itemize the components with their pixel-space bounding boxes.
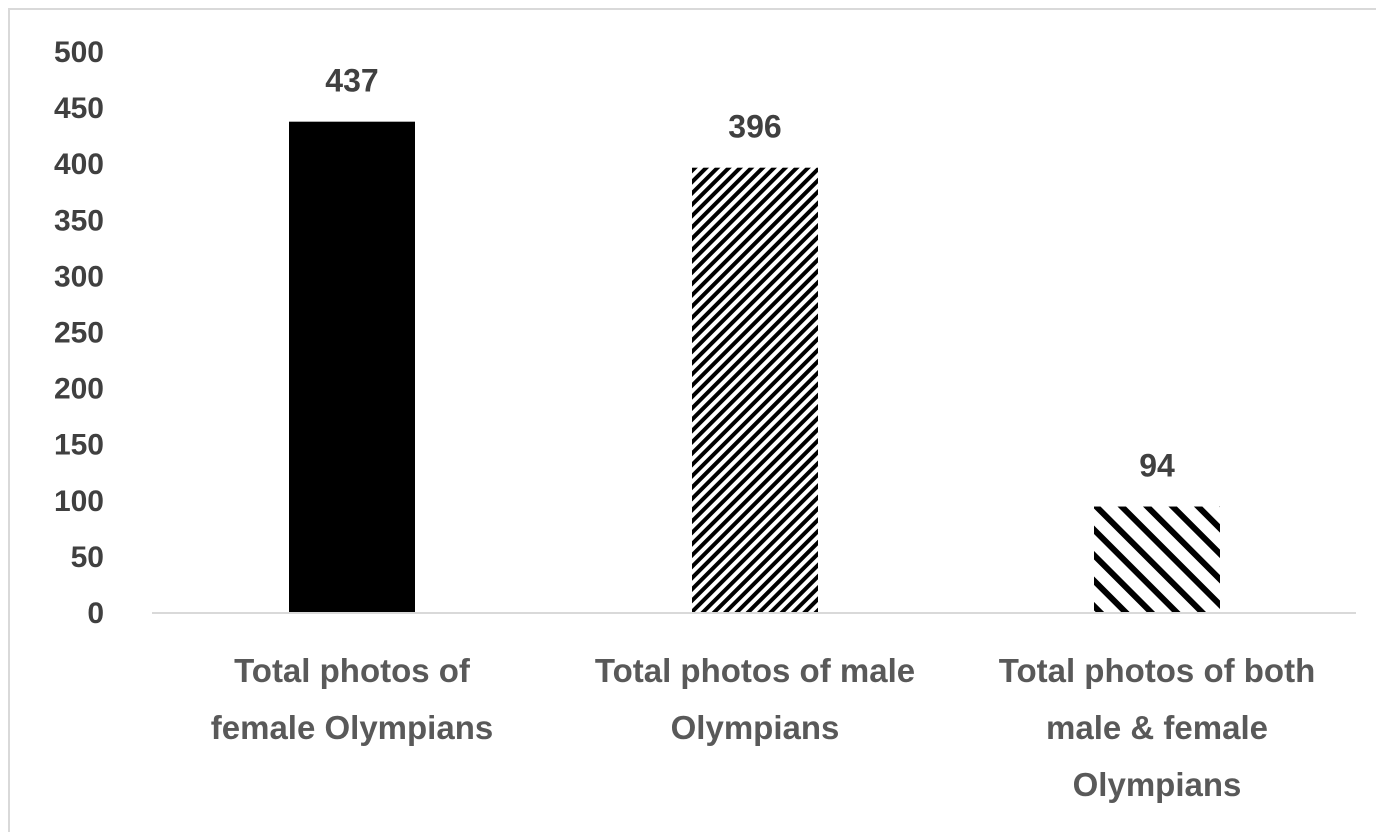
data-label-2: 396	[728, 109, 781, 145]
category-label-1: female Olympians	[211, 709, 493, 746]
data-label-3: 94	[1139, 448, 1175, 484]
y-tick-label: 0	[87, 597, 104, 630]
category-label-2: Total photos of male	[595, 652, 915, 689]
category-label-3: Total photos of both	[999, 652, 1315, 689]
data-label-1: 437	[325, 63, 378, 99]
y-tick-label: 200	[54, 373, 104, 406]
bar-1	[289, 121, 415, 612]
y-tick-label: 100	[54, 485, 104, 518]
category-label-1: Total photos of	[234, 652, 471, 689]
y-tick-label: 250	[54, 317, 104, 350]
y-tick-label: 150	[54, 429, 104, 462]
y-tick-label: 400	[54, 148, 104, 181]
y-tick-label: 450	[54, 92, 104, 125]
bar-2	[692, 167, 818, 613]
category-label-3: male & female	[1046, 709, 1268, 746]
y-tick-label: 500	[54, 36, 104, 69]
y-tick-label: 350	[54, 204, 104, 237]
y-tick-label: 300	[54, 260, 104, 293]
y-tick-label: 50	[71, 541, 104, 574]
category-label-2: Olympians	[671, 709, 840, 746]
chart-frame	[8, 8, 1376, 832]
bar-3	[1094, 506, 1220, 612]
category-label-3: Olympians	[1073, 766, 1242, 803]
